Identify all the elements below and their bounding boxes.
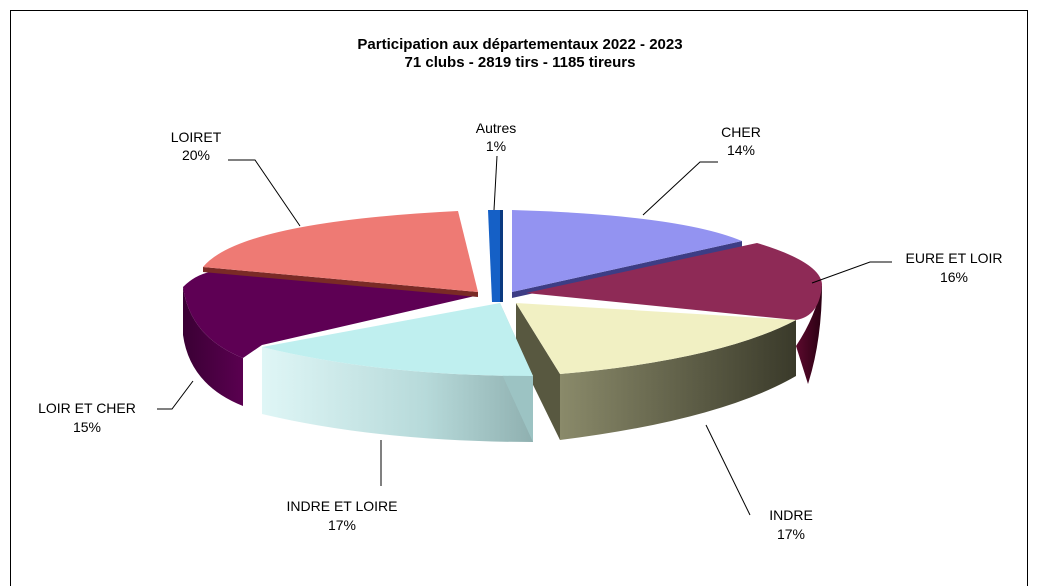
slice-autres xyxy=(488,210,503,302)
label-eure-et-loir: EURE ET LOIR 16% xyxy=(906,250,1003,285)
slice-indre xyxy=(516,303,796,440)
slice-indre-et-loire xyxy=(262,303,533,442)
label-cher-pct: 14% xyxy=(727,142,755,158)
chart-frame xyxy=(10,10,1028,586)
label-loir-et-cher: LOIR ET CHER 15% xyxy=(38,400,136,435)
slice-loir-et-cher xyxy=(183,272,475,406)
label-indre-et-loire: INDRE ET LOIRE 17% xyxy=(287,498,398,533)
label-indre-name: INDRE xyxy=(769,507,813,523)
label-eure-et-loir-name: EURE ET LOIR xyxy=(906,250,1003,266)
slice-loiret xyxy=(203,211,478,297)
label-indre-et-loire-name: INDRE ET LOIRE xyxy=(287,498,398,514)
label-indre-pct: 17% xyxy=(777,526,805,542)
label-autres: Autres 1% xyxy=(476,120,516,154)
label-cher-name: CHER xyxy=(721,124,761,140)
label-loir-et-cher-name: LOIR ET CHER xyxy=(38,400,136,416)
label-indre-et-loire-pct: 17% xyxy=(328,517,356,533)
chart-subtitle: 71 clubs - 2819 tirs - 1185 tireurs xyxy=(405,54,636,71)
slice-eure-et-loir xyxy=(526,243,822,384)
label-loiret-name: LOIRET xyxy=(171,129,222,145)
leader-lines xyxy=(157,155,892,516)
label-cher: CHER 14% xyxy=(721,124,761,158)
chart-title: Participation aux départementaux 2022 - … xyxy=(357,36,682,53)
label-eure-et-loir-pct: 16% xyxy=(940,269,968,285)
label-autres-pct: 1% xyxy=(486,138,506,154)
label-loiret-pct: 20% xyxy=(182,147,210,163)
label-loiret: LOIRET 20% xyxy=(171,129,222,163)
label-autres-name: Autres xyxy=(476,120,516,136)
label-indre: INDRE 17% xyxy=(769,507,813,542)
label-loir-et-cher-pct: 15% xyxy=(73,419,101,435)
